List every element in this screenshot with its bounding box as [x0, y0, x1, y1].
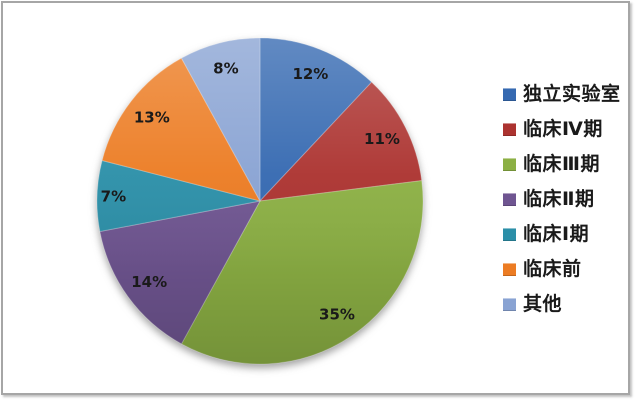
legend-item-5: 临床前	[503, 252, 629, 287]
legend-item-0: 独立实验室	[503, 77, 629, 112]
legend-swatch-icon	[503, 298, 516, 311]
legend-swatch-icon	[503, 228, 516, 241]
pie-slice-label-2: 35%	[319, 305, 355, 323]
chart-legend: 独立实验室临床Ⅳ期临床Ⅲ期临床Ⅱ期临床Ⅰ期临床前其他	[503, 77, 629, 322]
legend-label: 临床Ⅱ期	[523, 188, 595, 210]
legend-swatch-icon	[503, 193, 516, 206]
legend-swatch-icon	[503, 158, 516, 171]
legend-item-2: 临床Ⅲ期	[503, 147, 629, 182]
pie-slices-group	[96, 37, 424, 365]
legend-label: 临床Ⅰ期	[523, 223, 590, 245]
pie-slice-label-1: 11%	[364, 130, 400, 148]
legend-label: 临床Ⅲ期	[523, 153, 600, 175]
pie-slice-label-6: 8%	[213, 60, 238, 78]
legend-label: 临床Ⅳ期	[523, 118, 603, 140]
legend-label: 其他	[523, 293, 563, 315]
pie-slice-label-4: 7%	[101, 188, 126, 206]
legend-item-6: 其他	[503, 287, 629, 322]
legend-label: 独立实验室	[523, 83, 621, 105]
legend-item-1: 临床Ⅳ期	[503, 112, 629, 147]
legend-swatch-icon	[503, 88, 516, 101]
legend-swatch-icon	[503, 123, 516, 136]
pie-slice-label-5: 13%	[134, 108, 170, 126]
pie-slice-label-3: 14%	[131, 273, 167, 291]
legend-item-3: 临床Ⅱ期	[503, 182, 629, 217]
legend-label: 临床前	[523, 258, 582, 280]
pie-slice-label-0: 12%	[292, 65, 328, 83]
pie-labels-group: 12% 11% 35% 14% 7% 13% 8%	[101, 60, 400, 324]
legend-swatch-icon	[503, 263, 516, 276]
legend-item-4: 临床Ⅰ期	[503, 217, 629, 252]
